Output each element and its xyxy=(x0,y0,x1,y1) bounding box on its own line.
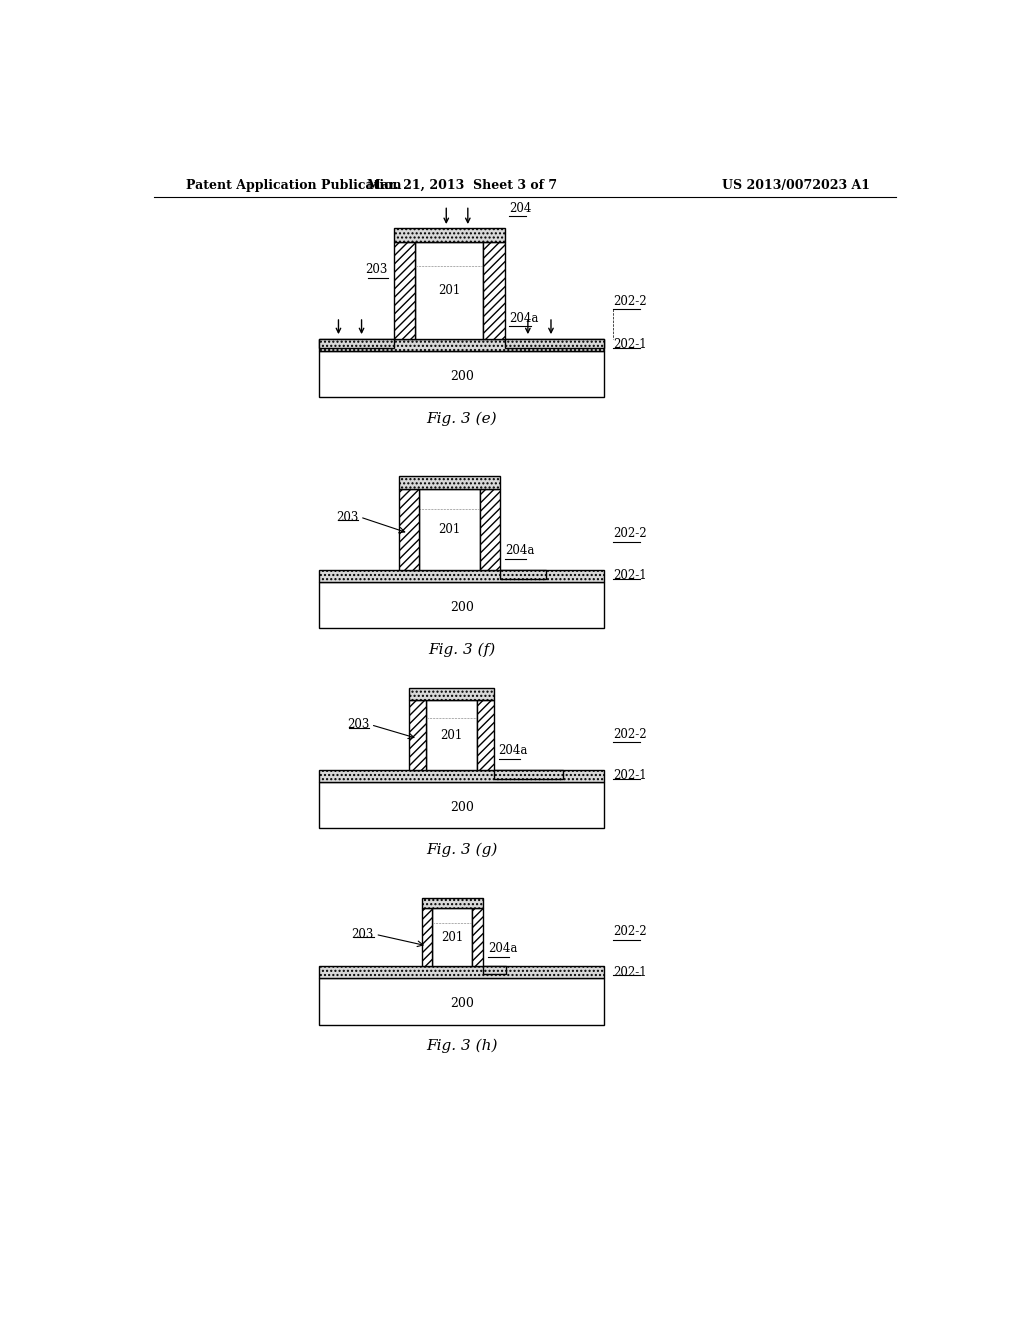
Text: 200: 200 xyxy=(450,601,473,614)
Bar xyxy=(394,243,416,339)
Bar xyxy=(319,781,604,829)
Bar xyxy=(505,339,604,348)
Text: 203: 203 xyxy=(366,263,388,276)
Text: Fig. 3 (e): Fig. 3 (e) xyxy=(426,412,497,426)
Text: 204: 204 xyxy=(509,202,531,215)
Text: 202-2: 202-2 xyxy=(613,925,647,939)
Text: 201: 201 xyxy=(441,931,464,944)
Bar xyxy=(477,701,494,770)
Bar xyxy=(500,570,547,579)
Text: 200: 200 xyxy=(450,370,473,383)
Bar xyxy=(394,228,505,243)
Text: 202-2: 202-2 xyxy=(613,527,647,540)
Text: 203: 203 xyxy=(336,511,358,524)
Text: 200: 200 xyxy=(450,801,473,814)
Bar xyxy=(416,243,483,339)
Bar xyxy=(319,582,604,628)
Bar xyxy=(494,770,563,779)
Text: 204a: 204a xyxy=(499,744,528,758)
Text: 201: 201 xyxy=(438,284,461,297)
Text: 202-1: 202-1 xyxy=(613,338,647,351)
Text: Fig. 3 (g): Fig. 3 (g) xyxy=(426,842,498,857)
Bar xyxy=(319,570,604,582)
Text: US 2013/0072023 A1: US 2013/0072023 A1 xyxy=(722,178,869,191)
Text: 204a: 204a xyxy=(509,312,539,325)
Bar xyxy=(410,701,426,770)
Text: 202-1: 202-1 xyxy=(613,966,647,979)
Text: 202-2: 202-2 xyxy=(613,727,647,741)
Bar xyxy=(480,488,500,570)
Text: 202-2: 202-2 xyxy=(613,294,647,308)
Bar xyxy=(432,908,472,966)
Bar xyxy=(483,966,506,974)
Bar xyxy=(398,477,500,488)
Bar xyxy=(319,966,604,978)
Bar xyxy=(422,898,483,908)
Text: 204a: 204a xyxy=(487,942,517,956)
Text: Mar. 21, 2013  Sheet 3 of 7: Mar. 21, 2013 Sheet 3 of 7 xyxy=(367,178,557,191)
Text: 201: 201 xyxy=(440,729,463,742)
Bar xyxy=(319,351,604,397)
Bar xyxy=(319,978,604,1024)
Text: 203: 203 xyxy=(347,718,370,731)
Bar xyxy=(422,908,432,966)
Text: Fig. 3 (f): Fig. 3 (f) xyxy=(428,643,496,657)
Bar xyxy=(483,243,505,339)
Bar xyxy=(398,488,419,570)
Bar xyxy=(419,488,480,570)
Text: 202-1: 202-1 xyxy=(613,569,647,582)
Text: 201: 201 xyxy=(438,523,461,536)
Bar xyxy=(319,339,604,351)
Text: Patent Application Publication: Patent Application Publication xyxy=(186,178,401,191)
Bar xyxy=(319,770,604,781)
Text: 200: 200 xyxy=(450,998,473,1010)
Bar xyxy=(410,688,494,701)
Text: 203: 203 xyxy=(351,928,374,941)
Bar xyxy=(319,339,394,348)
Text: 204a: 204a xyxy=(505,544,535,557)
Bar xyxy=(472,908,483,966)
Text: 202-1: 202-1 xyxy=(613,770,647,783)
Text: Fig. 3 (h): Fig. 3 (h) xyxy=(426,1039,498,1053)
Bar xyxy=(426,701,477,770)
